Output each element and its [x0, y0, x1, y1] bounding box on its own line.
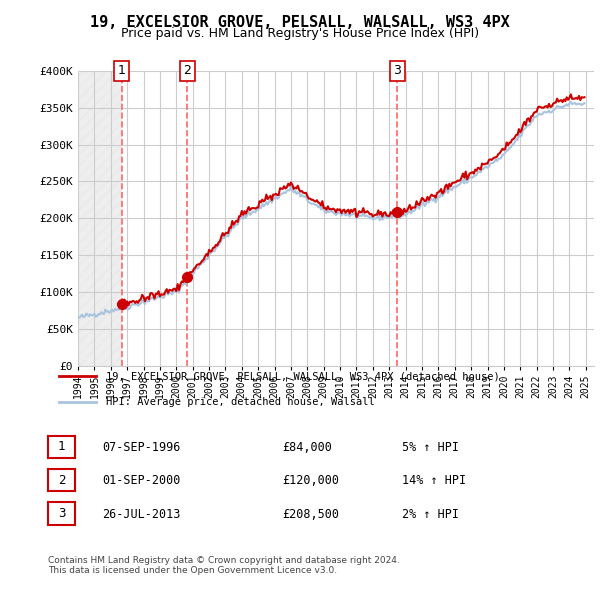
Text: 2% ↑ HPI: 2% ↑ HPI [402, 508, 459, 521]
Text: £84,000: £84,000 [282, 441, 332, 454]
Text: Contains HM Land Registry data © Crown copyright and database right 2024.
This d: Contains HM Land Registry data © Crown c… [48, 556, 400, 575]
Text: 1: 1 [118, 64, 125, 77]
Text: £120,000: £120,000 [282, 474, 339, 487]
Text: 2: 2 [58, 474, 65, 487]
Text: 07-SEP-1996: 07-SEP-1996 [102, 441, 181, 454]
Bar [78, 71, 122, 366]
Text: 26-JUL-2013: 26-JUL-2013 [102, 508, 181, 521]
Text: Price paid vs. HM Land Registry's House Price Index (HPI): Price paid vs. HM Land Registry's House … [121, 27, 479, 40]
Text: 19, EXCELSIOR GROVE, PELSALL, WALSALL, WS3 4PX (detached house): 19, EXCELSIOR GROVE, PELSALL, WALSALL, W… [106, 372, 500, 381]
Text: 3: 3 [58, 507, 65, 520]
Text: HPI: Average price, detached house, Walsall: HPI: Average price, detached house, Wals… [106, 398, 375, 407]
Text: 14% ↑ HPI: 14% ↑ HPI [402, 474, 466, 487]
Text: £208,500: £208,500 [282, 508, 339, 521]
Text: 19, EXCELSIOR GROVE, PELSALL, WALSALL, WS3 4PX: 19, EXCELSIOR GROVE, PELSALL, WALSALL, W… [90, 15, 510, 30]
Text: 1: 1 [58, 440, 65, 453]
Text: 5% ↑ HPI: 5% ↑ HPI [402, 441, 459, 454]
Text: 2: 2 [183, 64, 191, 77]
Text: 01-SEP-2000: 01-SEP-2000 [102, 474, 181, 487]
Text: 3: 3 [394, 64, 401, 77]
